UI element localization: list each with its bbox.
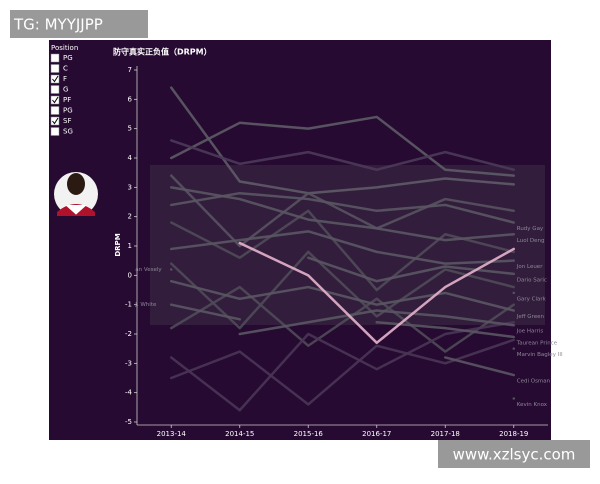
watermark-text: www.xzlsyc.com <box>453 446 576 464</box>
series-label: Cedi Osman <box>517 379 551 385</box>
x-tick-label: 2017-18 <box>431 430 460 438</box>
series-label: Taurean Prince <box>516 340 558 346</box>
x-tick-label: 2018-19 <box>499 430 528 438</box>
chart-title: 防守真实正负值（DRPM） <box>113 47 212 57</box>
watermark-box <box>10 10 148 38</box>
y-axis-title: DRPM <box>114 233 122 256</box>
check-mark <box>52 75 59 83</box>
series-label: J. White <box>134 302 157 308</box>
x-tick-label: 2013-14 <box>157 430 187 438</box>
y-tick-label: -2 <box>125 330 132 338</box>
y-tick-label: 2 <box>128 213 132 221</box>
series-line <box>170 139 515 171</box>
checkbox[interactable] <box>50 64 60 73</box>
checkbox[interactable] <box>50 95 60 105</box>
checkbox[interactable] <box>50 85 60 94</box>
series-line <box>307 256 515 283</box>
x-tick-label: 2016-17 <box>362 430 391 438</box>
series-line <box>170 303 241 321</box>
series-line <box>170 174 515 248</box>
series-line <box>170 209 515 292</box>
player-photo <box>54 172 98 216</box>
series-label: Rudy Gay <box>517 226 544 232</box>
check-mark <box>52 117 59 125</box>
series-line <box>238 241 515 345</box>
checkbox-label: PG <box>63 54 73 62</box>
checkbox-label: PG <box>63 107 73 115</box>
y-tick-label: 0 <box>128 271 132 279</box>
series-label: Marvin Bagley III <box>517 352 563 358</box>
checkbox[interactable] <box>50 127 60 136</box>
checkbox-label: F <box>63 75 67 83</box>
series-line <box>444 356 515 377</box>
checkbox[interactable] <box>50 53 60 63</box>
y-tick-label: -5 <box>125 418 132 426</box>
check-mark <box>52 96 59 104</box>
series-label: Dario Saric <box>517 277 547 283</box>
y-tick-label: 5 <box>128 125 132 133</box>
watermark-box <box>438 440 590 468</box>
checkbox[interactable] <box>50 106 60 115</box>
checkbox[interactable] <box>50 74 60 84</box>
filter-list: PG CFG PF PG SF SG <box>50 53 73 136</box>
checkbox-label: SG <box>63 128 73 136</box>
series-line <box>170 86 515 195</box>
series-label: Joe Harris <box>516 329 544 335</box>
series-label: Luol Deng <box>517 238 545 244</box>
y-tick-label: 3 <box>128 183 132 191</box>
checkbox-label: G <box>63 86 68 94</box>
series-line <box>170 191 515 224</box>
checkbox-label: SF <box>63 117 71 125</box>
x-tick-label: 2015-16 <box>294 430 324 438</box>
y-tick-label: 7 <box>128 66 132 74</box>
series-line <box>238 309 515 336</box>
series-label: Kevin Knox <box>517 402 548 408</box>
checkbox-label: PF <box>63 96 71 104</box>
series-label: an Vesely <box>135 267 162 273</box>
checkbox-label: C <box>63 65 68 73</box>
series-label: Jon Leuer <box>516 264 543 270</box>
series-line <box>170 186 515 242</box>
series-label: Gary Clark <box>517 296 547 302</box>
y-tick-label: -1 <box>125 301 132 309</box>
series-line <box>170 321 515 412</box>
y-tick-label: -4 <box>125 389 133 397</box>
y-tick-label: -3 <box>125 359 132 367</box>
series-line <box>170 115 515 177</box>
checkbox[interactable] <box>50 116 60 126</box>
series-line <box>170 285 515 353</box>
series-label: Jeff Green <box>516 314 545 320</box>
y-tick-label: 4 <box>128 154 133 162</box>
filter-title: Position <box>51 44 78 52</box>
y-tick-label: 6 <box>128 95 133 103</box>
y-tick-label: 1 <box>128 242 132 250</box>
series-line <box>170 279 515 312</box>
watermark-text: TG: MYYJJPP <box>13 16 103 34</box>
series-line <box>170 230 515 265</box>
plot-area: -5 -4 -3 -2 -1 0 1 2 3 4 5 6 7 2013-14 2014-15 2015-16 2… <box>125 66 563 438</box>
x-tick-label: 2014-15 <box>225 430 254 438</box>
